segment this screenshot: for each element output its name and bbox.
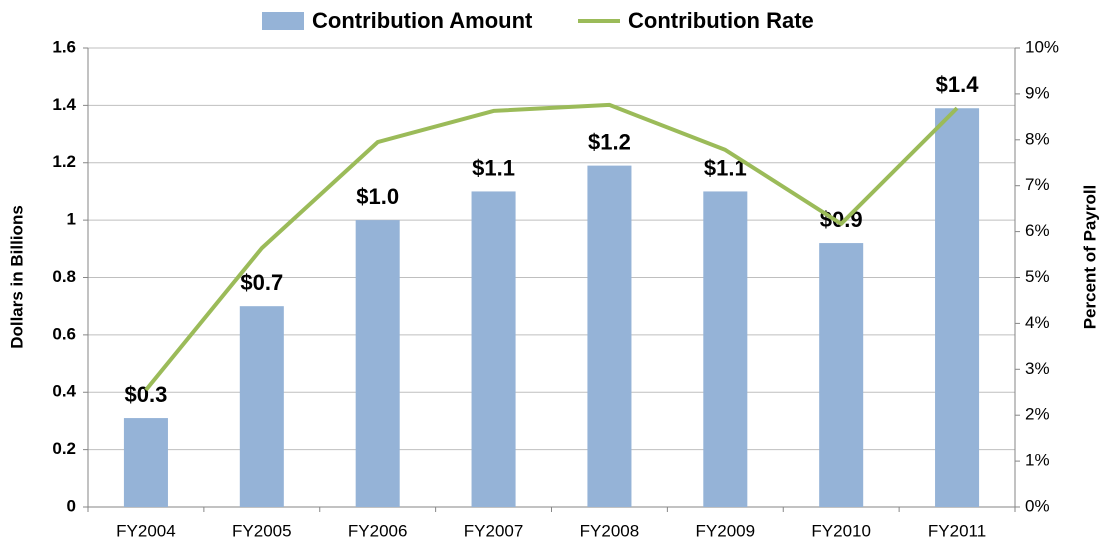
data-label: $0.7 [240, 270, 283, 295]
y-tick-label: 1 [67, 210, 76, 229]
y2-tick-label: 0% [1025, 496, 1050, 515]
y2-tick-label: 1% [1025, 451, 1050, 470]
x-tick-label: FY2011 [928, 521, 986, 540]
legend-label: Contribution Amount [312, 8, 533, 33]
data-label: $1.4 [936, 72, 980, 97]
data-label: $1.0 [356, 184, 399, 209]
y-tick-label: 0.8 [52, 267, 76, 286]
y-tick-label: 0.6 [52, 324, 76, 343]
bar [123, 418, 168, 507]
y2-tick-label: 8% [1025, 129, 1050, 148]
legend-swatch [262, 12, 304, 30]
y2-tick-label: 7% [1025, 175, 1050, 194]
x-tick-label: FY2009 [696, 521, 756, 540]
y-axis-label: Dollars in Billions [7, 205, 26, 349]
y-tick-label: 0 [67, 496, 76, 515]
x-tick-label: FY2010 [811, 521, 871, 540]
x-tick-label: FY2006 [348, 521, 408, 540]
bar [239, 306, 284, 507]
y-tick-label: 1.4 [52, 95, 76, 114]
bar [935, 108, 980, 508]
y2-tick-label: 10% [1025, 37, 1059, 56]
x-tick-label: FY2004 [116, 521, 176, 540]
y2-tick-label: 6% [1025, 221, 1050, 240]
bar [819, 243, 864, 507]
data-label: $1.2 [588, 129, 631, 154]
y-tick-label: 1.6 [52, 37, 76, 56]
y2-tick-label: 2% [1025, 405, 1050, 424]
data-label: $0.3 [125, 382, 168, 407]
legend-label: Contribution Rate [628, 8, 814, 33]
x-tick-label: FY2007 [464, 521, 524, 540]
x-tick-label: FY2008 [580, 521, 640, 540]
y2-tick-label: 5% [1025, 267, 1050, 286]
bar [587, 165, 632, 507]
y2-tick-label: 9% [1025, 83, 1050, 102]
x-tick-label: FY2005 [232, 521, 292, 540]
y-tick-label: 1.2 [52, 152, 76, 171]
bar [355, 220, 400, 507]
y-tick-label: 0.2 [52, 439, 76, 458]
data-label: $1.1 [472, 155, 515, 180]
y2-tick-label: 4% [1025, 313, 1050, 332]
line [144, 102, 959, 392]
y2-axis-label: Percent of Payroll [1080, 185, 1099, 330]
y2-tick-label: 3% [1025, 359, 1050, 378]
bar [703, 191, 748, 507]
bar [471, 191, 516, 507]
y-tick-label: 0.4 [52, 382, 76, 401]
